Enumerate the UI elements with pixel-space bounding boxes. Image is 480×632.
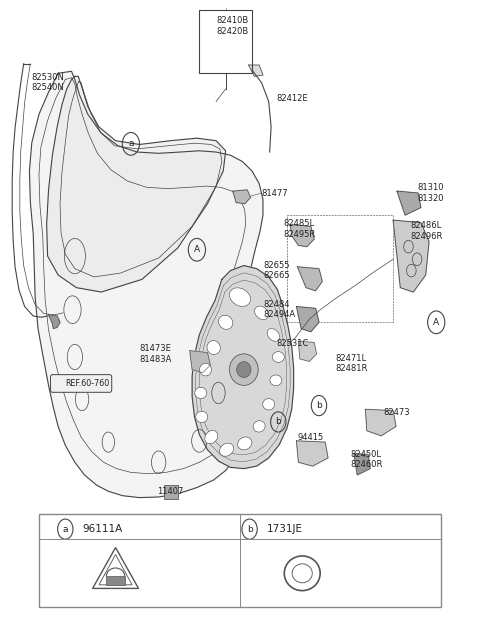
Polygon shape (298, 267, 323, 291)
Text: 82471L
82481R: 82471L 82481R (336, 353, 368, 373)
Text: 82485L
82495R: 82485L 82495R (283, 219, 315, 239)
Ellipse shape (229, 288, 251, 307)
Text: b: b (247, 525, 252, 533)
Ellipse shape (263, 399, 275, 410)
Text: 1731JE: 1731JE (266, 524, 302, 534)
Text: 82486L
82496R: 82486L 82496R (410, 221, 442, 241)
Polygon shape (190, 351, 210, 373)
Polygon shape (29, 71, 263, 497)
Text: a: a (128, 139, 133, 149)
Ellipse shape (207, 341, 220, 355)
Polygon shape (233, 190, 251, 204)
Polygon shape (354, 454, 370, 475)
Ellipse shape (253, 421, 265, 432)
Ellipse shape (254, 306, 268, 320)
Text: 81310
81320: 81310 81320 (417, 183, 444, 203)
Ellipse shape (270, 375, 282, 386)
Text: 94415: 94415 (298, 432, 324, 442)
Polygon shape (249, 65, 263, 76)
Polygon shape (47, 76, 226, 292)
Polygon shape (299, 341, 317, 362)
Ellipse shape (205, 430, 218, 444)
Polygon shape (192, 265, 294, 468)
Text: b: b (316, 401, 322, 410)
Ellipse shape (196, 411, 208, 423)
Ellipse shape (195, 387, 207, 399)
Polygon shape (393, 220, 429, 292)
Ellipse shape (218, 315, 233, 329)
Ellipse shape (219, 443, 234, 456)
FancyBboxPatch shape (50, 375, 112, 392)
Text: 81477: 81477 (262, 188, 288, 198)
Text: 82655
82665: 82655 82665 (263, 261, 289, 281)
Bar (199, 10, 252, 73)
Text: 11407: 11407 (157, 487, 184, 496)
Text: 81473E
81483A: 81473E 81483A (140, 344, 172, 363)
Text: 82410B
82420B: 82410B 82420B (216, 16, 249, 35)
Text: REF.60-760: REF.60-760 (65, 379, 109, 388)
Bar (39, 514, 441, 607)
Text: 82484
82494A: 82484 82494A (263, 300, 295, 319)
Polygon shape (297, 441, 328, 466)
Ellipse shape (200, 363, 212, 376)
Polygon shape (397, 191, 421, 215)
Ellipse shape (238, 437, 252, 450)
Bar (107, 576, 125, 585)
Text: 82412E: 82412E (276, 94, 308, 103)
Text: 82530N
82540N: 82530N 82540N (32, 73, 65, 92)
Text: 82450L
82460R: 82450L 82460R (350, 450, 383, 470)
Text: 82473: 82473 (384, 408, 410, 417)
Text: 82531C: 82531C (276, 339, 308, 348)
Bar (164, 485, 178, 499)
Text: 96111A: 96111A (82, 524, 122, 534)
Ellipse shape (272, 351, 284, 362)
Polygon shape (290, 224, 314, 246)
Polygon shape (365, 410, 396, 436)
Text: A: A (433, 318, 439, 327)
Ellipse shape (267, 329, 280, 341)
Polygon shape (297, 307, 319, 332)
Polygon shape (48, 315, 60, 329)
Text: b: b (276, 418, 281, 427)
Ellipse shape (237, 362, 251, 377)
Ellipse shape (229, 354, 258, 386)
Text: a: a (62, 525, 68, 533)
Text: A: A (194, 245, 200, 254)
